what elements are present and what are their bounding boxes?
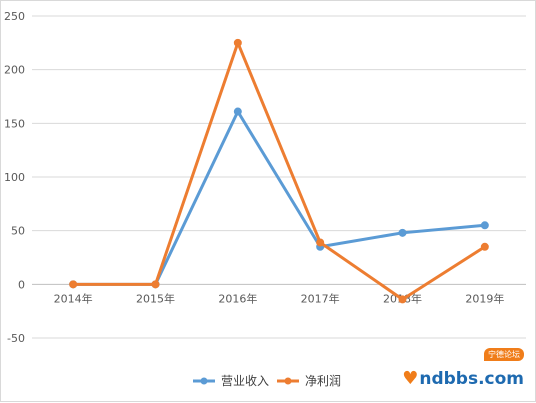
x-tick-label: 2014年 — [54, 291, 93, 305]
site-watermark: 宁德论坛 ♥ ndbbs.com — [402, 348, 524, 389]
data-point — [480, 242, 489, 251]
series-line — [71, 110, 487, 286]
data-point — [151, 280, 160, 289]
data-point — [398, 228, 407, 237]
watermark-logo-text: ndbbs.com — [419, 369, 524, 389]
data-point — [69, 280, 78, 289]
legend-label: 营业收入 — [221, 374, 269, 388]
x-tick-label: 2015年 — [136, 291, 175, 305]
x-tick-label: 2017年 — [301, 291, 340, 305]
legend-label: 净利润 — [305, 374, 341, 388]
y-tick-label: 200 — [4, 64, 25, 77]
y-tick-label: 50 — [11, 225, 25, 238]
y-tick-label: 150 — [4, 117, 25, 130]
legend-marker — [284, 377, 292, 385]
watermark-badge: 宁德论坛 — [484, 348, 524, 361]
series-line — [71, 41, 487, 301]
data-point — [316, 238, 325, 247]
heart-icon: ♥ — [402, 368, 419, 389]
y-tick-label: -50 — [7, 332, 25, 345]
data-point — [233, 38, 242, 47]
legend-marker — [200, 377, 208, 385]
series-lines — [69, 38, 489, 304]
y-tick-label: 100 — [4, 171, 25, 184]
data-point — [398, 295, 407, 304]
y-axis-ticks: -50 0 50 100 150 200 250 — [4, 10, 25, 345]
data-point — [480, 221, 489, 230]
x-tick-label: 2016年 — [218, 291, 257, 305]
legend: 营业收入 净利润 — [193, 374, 341, 388]
y-tick-label: 250 — [4, 10, 25, 23]
x-tick-label: 2019年 — [465, 291, 504, 305]
y-tick-label: 0 — [18, 278, 25, 291]
x-axis-ticks: 2014年2015年2016年2017年2018年2019年 — [54, 291, 505, 305]
data-point — [233, 107, 242, 116]
